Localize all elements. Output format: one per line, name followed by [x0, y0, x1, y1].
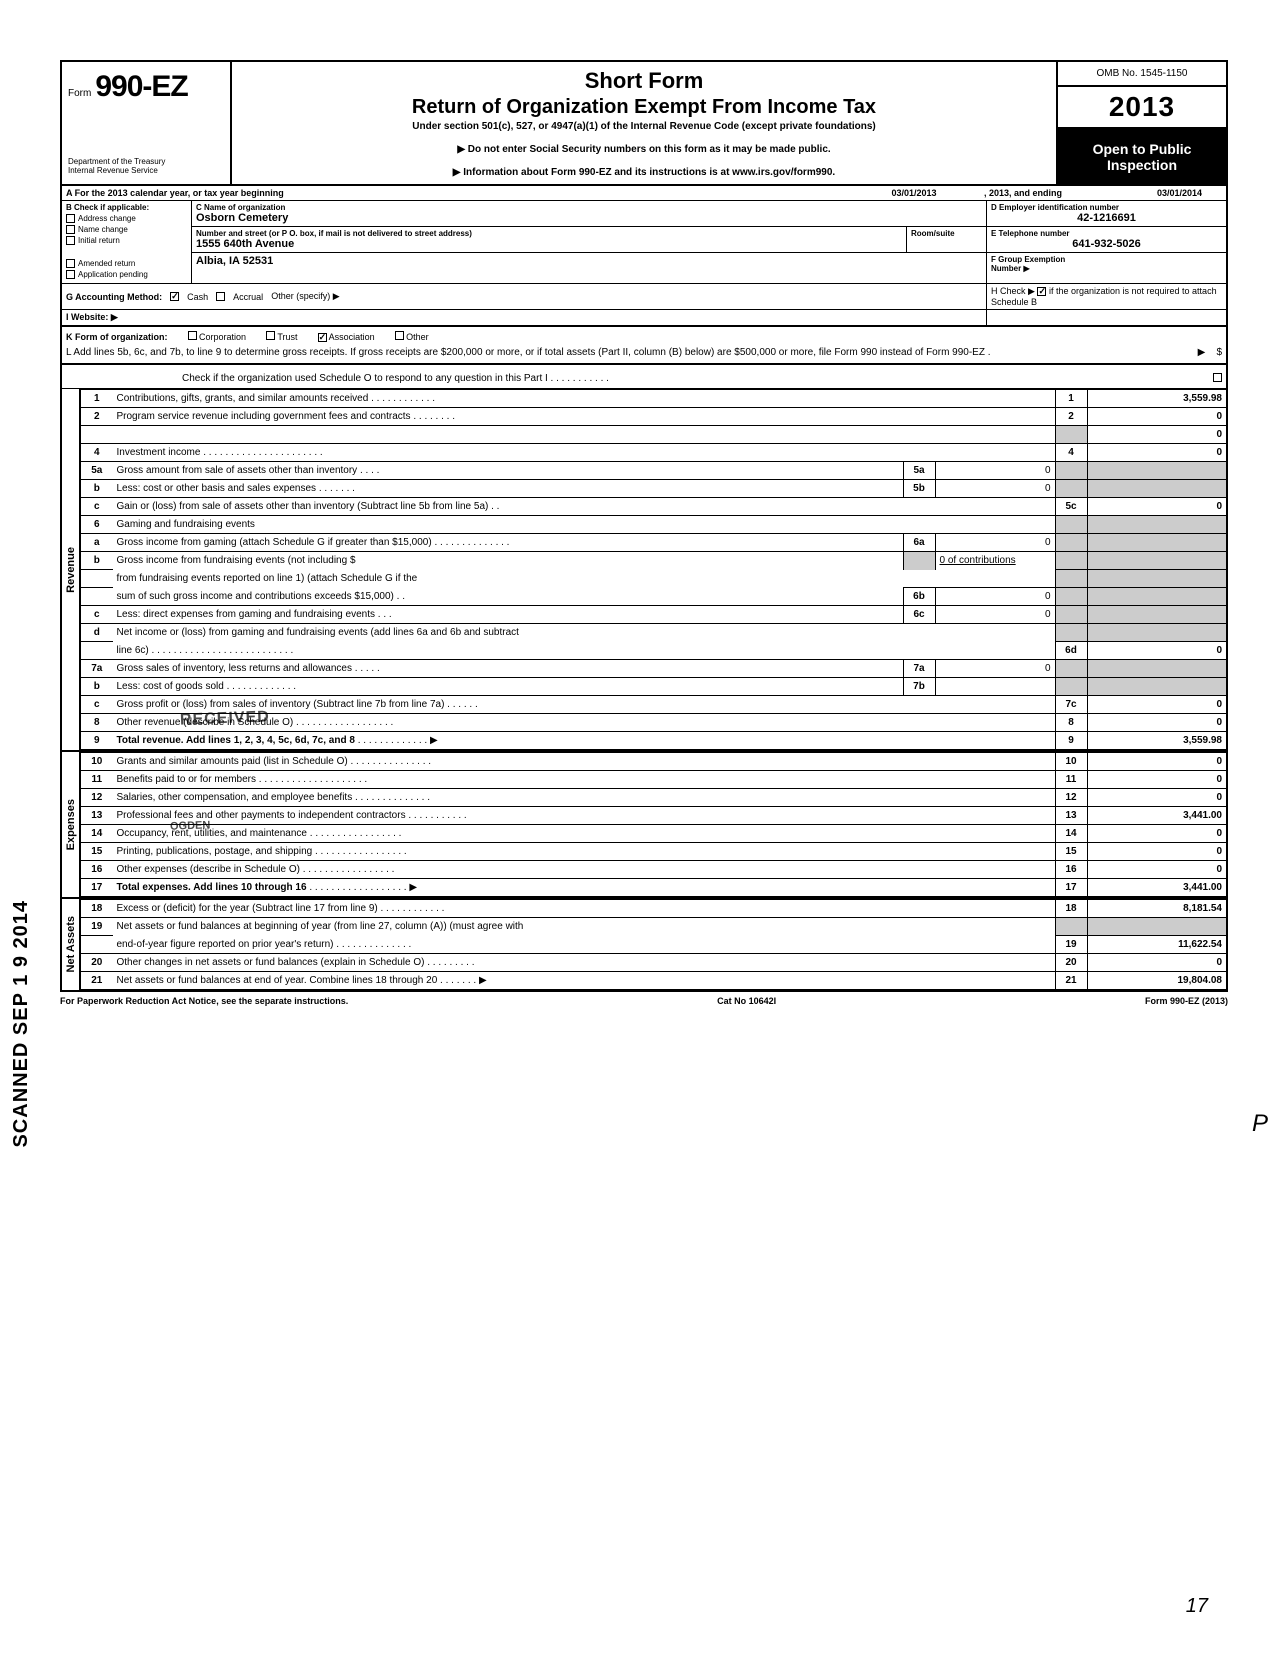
begin-date: 03/01/2013	[844, 188, 984, 198]
line-18-val: 8,181.54	[1087, 900, 1227, 918]
org-name: Osborn Cemetery	[196, 212, 982, 224]
ssn-warning: Do not enter Social Security numbers on …	[242, 144, 1046, 155]
line-2-val: 0	[1087, 408, 1227, 426]
tax-year: 2013	[1058, 87, 1226, 129]
form-org-label: K Form of organization:	[66, 332, 168, 342]
line-14-val: 0	[1087, 825, 1227, 843]
initial-return-checkbox[interactable]	[66, 236, 75, 245]
footer: For Paperwork Reduction Act Notice, see …	[60, 992, 1228, 1010]
short-form-title: Short Form	[242, 68, 1046, 94]
room-suite-label: Room/suite	[906, 227, 986, 252]
line-8-val: 0	[1087, 714, 1227, 732]
street-address: 1555 640th Avenue	[196, 238, 902, 250]
schedule-o-checkbox[interactable]	[1213, 373, 1222, 382]
line-15-val: 0	[1087, 843, 1227, 861]
form-prefix: Form	[68, 88, 91, 99]
net-assets-table: 18Excess or (deficit) for the year (Subt…	[80, 899, 1228, 990]
trust-checkbox[interactable]	[266, 331, 275, 340]
line-7c-val: 0	[1087, 696, 1227, 714]
other-checkbox[interactable]	[395, 331, 404, 340]
address-change-checkbox[interactable]	[66, 214, 75, 223]
schedule-b-checkbox[interactable]	[1037, 287, 1046, 296]
open-public-1: Open to Public	[1062, 141, 1222, 157]
line-11-val: 0	[1087, 771, 1227, 789]
revenue-table: 1Contributions, gifts, grants, and simil…	[80, 389, 1228, 750]
scanned-stamp: SCANNED SEP 1 9 2014	[10, 900, 33, 1148]
revenue-side-label: Revenue	[65, 547, 77, 593]
section-d-e-f: D Employer identification number 42-1216…	[986, 201, 1226, 283]
under-section: Under section 501(c), 527, or 4947(a)(1)…	[242, 121, 1046, 132]
line-6d-val: 0	[1087, 642, 1227, 660]
amended-return-checkbox[interactable]	[66, 259, 75, 268]
open-public-2: Inspection	[1062, 157, 1222, 173]
assoc-checkbox[interactable]	[318, 333, 327, 342]
expenses-table: 10Grants and similar amounts paid (list …	[80, 752, 1228, 897]
p-mark: P	[1252, 1110, 1268, 1138]
line-13-val: 3,441.00	[1087, 807, 1227, 825]
city-state-zip: Albia, IA 52531	[196, 255, 982, 267]
cash-checkbox[interactable]	[170, 292, 179, 301]
schedule-o-text: Check if the organization used Schedule …	[182, 373, 548, 384]
line-a: A For the 2013 calendar year, or tax yea…	[60, 184, 1228, 201]
line-9-val: 3,559.98	[1087, 732, 1227, 750]
line-12-val: 0	[1087, 789, 1227, 807]
accrual-checkbox[interactable]	[216, 292, 225, 301]
phone-value: 641-932-5026	[991, 238, 1222, 250]
section-c: C Name of organization Osborn Cemetery N…	[192, 201, 986, 283]
dept-irs: Internal Revenue Service	[68, 167, 224, 176]
end-date: 03/01/2014	[1062, 188, 1222, 198]
expenses-side-label: Expenses	[65, 799, 77, 850]
line-20-val: 0	[1087, 954, 1227, 972]
form-header: Form 990-EZ Department of the Treasury I…	[60, 60, 1228, 184]
form-number: 990-EZ	[95, 70, 187, 104]
line-17-val: 3,441.00	[1087, 879, 1227, 897]
line-1-val: 3,559.98	[1087, 390, 1227, 408]
corp-checkbox[interactable]	[188, 331, 197, 340]
website-label: I Website: ▶	[66, 312, 118, 323]
line-5c-val: 0	[1087, 498, 1227, 516]
line-10-val: 0	[1087, 753, 1227, 771]
line-19-val: 11,622.54	[1087, 936, 1227, 954]
footer-left: For Paperwork Reduction Act Notice, see …	[60, 996, 348, 1006]
page-number: 17	[1186, 1595, 1208, 1618]
net-assets-side-label: Net Assets	[65, 916, 77, 972]
name-change-checkbox[interactable]	[66, 225, 75, 234]
line-4-val: 0	[1087, 444, 1227, 462]
received-stamp: RECEIVED	[180, 708, 270, 729]
info-instruction: Information about Form 990-EZ and its in…	[242, 167, 1046, 178]
accounting-method-label: G Accounting Method:	[66, 292, 162, 302]
return-title: Return of Organization Exempt From Incom…	[242, 96, 1046, 119]
ogden-stamp: OGDEN	[170, 819, 211, 832]
omb-number: OMB No. 1545-1150	[1058, 62, 1226, 87]
footer-right: Form 990-EZ (2013)	[1145, 996, 1228, 1006]
line-21-val: 19,804.08	[1087, 972, 1227, 990]
line-16-val: 0	[1087, 861, 1227, 879]
ein-value: 42-1216691	[991, 212, 1222, 224]
section-b: B Check if applicable: Address change Na…	[62, 201, 192, 283]
footer-center: Cat No 10642I	[717, 996, 776, 1006]
application-pending-checkbox[interactable]	[66, 270, 75, 279]
